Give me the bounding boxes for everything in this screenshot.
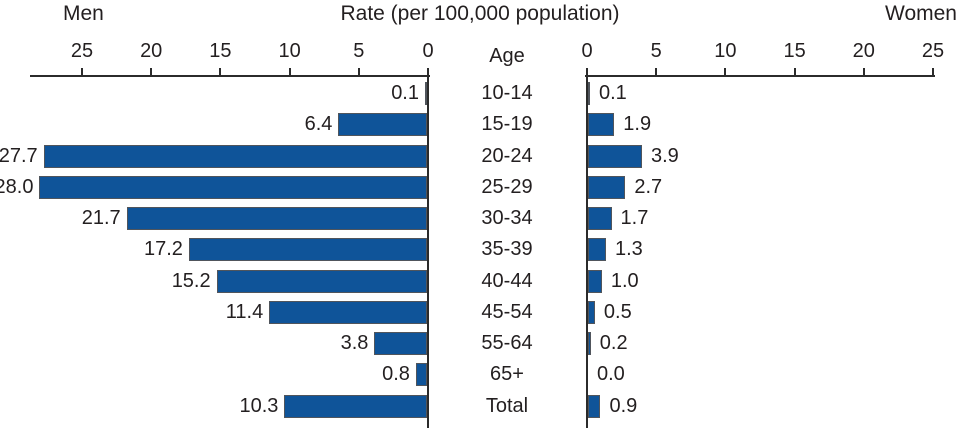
women-value-label: 0.1 <box>599 82 627 104</box>
men-axis-tick-label: 20 <box>140 40 163 62</box>
women-bar <box>588 332 591 355</box>
age-label: 35-39 <box>481 238 533 261</box>
men-axis-tick-label: 0 <box>422 40 434 62</box>
women-axis-tick-label: 0 <box>581 40 593 62</box>
men-value-label: 0.8 <box>382 363 410 386</box>
men-axis-tick <box>427 68 429 75</box>
men-bar <box>374 332 427 355</box>
men-value-label: 21.7 <box>81 207 121 229</box>
women-value-label: 1.9 <box>623 113 652 136</box>
men-value-label: 28.0 <box>0 175 34 198</box>
men-value-label: 6.4 <box>304 113 333 136</box>
women-value-label: 0.5 <box>603 300 632 323</box>
women-value-label: 0.0 <box>597 363 625 386</box>
women-bar <box>588 144 642 168</box>
women-axis-tick <box>586 68 588 75</box>
age-label: Total <box>485 394 529 417</box>
women-value-label: 3.9 <box>650 144 679 167</box>
men-axis-tick-label: 15 <box>209 40 232 62</box>
men-bar <box>126 207 427 230</box>
women-bar <box>588 175 626 199</box>
men-axis-tick <box>288 68 291 75</box>
age-label: 20-24 <box>481 144 533 167</box>
men-axis-tick <box>150 68 153 75</box>
men-value-label: 17.2 <box>144 238 183 261</box>
women-bar <box>588 394 601 418</box>
women-value-label: 0.9 <box>609 394 638 417</box>
women-bar <box>588 207 612 230</box>
men-value-label: 27.7 <box>0 144 38 167</box>
women-axis-tick <box>932 68 934 75</box>
women-zero-line <box>586 75 588 428</box>
men-bar <box>188 238 427 262</box>
women-value-label: 0.2 <box>599 332 628 354</box>
women-axis-tick-label: 20 <box>852 40 875 62</box>
men-bar <box>425 82 427 105</box>
men-series-label: Men <box>63 2 104 25</box>
men-bar <box>415 363 427 387</box>
men-value-label: 11.4 <box>225 300 264 323</box>
men-value-label: 15.2 <box>171 269 211 292</box>
men-bar <box>269 300 427 324</box>
age-label: 45-54 <box>481 300 533 323</box>
chart-title: Rate (per 100,000 population) <box>340 2 620 25</box>
women-value-label: 1.7 <box>620 207 649 229</box>
men-axis-tick-label: 25 <box>70 40 94 62</box>
women-axis-tick <box>724 68 727 75</box>
women-axis-tick-label: 5 <box>650 40 662 62</box>
men-zero-line <box>427 75 429 428</box>
women-bar <box>588 82 590 105</box>
women-value-label: 1.3 <box>614 238 643 261</box>
women-axis-tick-label: 25 <box>921 40 945 62</box>
women-value-label: 1.0 <box>610 269 639 292</box>
age-label: 40-44 <box>481 269 533 292</box>
age-label: 10-14 <box>481 82 533 104</box>
women-axis-tick-label: 15 <box>783 40 806 62</box>
women-axis-tick <box>862 68 865 75</box>
men-bar <box>284 394 427 418</box>
men-bar <box>216 269 427 293</box>
women-bar <box>588 269 602 293</box>
men-value-label: 0.1 <box>391 82 419 104</box>
men-axis-tick <box>81 68 83 75</box>
age-column-header: Age <box>489 45 525 67</box>
women-value-label: 2.7 <box>634 175 663 198</box>
women-axis-tick-label: 10 <box>714 40 737 62</box>
women-bar <box>588 300 595 324</box>
women-axis-tick <box>655 68 658 75</box>
women-axis-line <box>585 75 935 77</box>
men-bar <box>39 175 427 199</box>
women-series-label: Women <box>885 2 957 25</box>
men-axis-line <box>30 75 430 77</box>
age-label: 55-64 <box>481 332 533 354</box>
age-label: 25-29 <box>481 175 533 198</box>
men-axis-tick-label: 10 <box>278 40 301 62</box>
men-value-label: 3.8 <box>340 332 369 354</box>
men-bar <box>43 144 427 168</box>
age-label: 30-34 <box>481 207 533 229</box>
men-value-label: 10.3 <box>239 394 279 417</box>
women-bar <box>588 113 615 137</box>
men-axis-tick-label: 5 <box>353 40 365 62</box>
age-label: 65+ <box>490 363 524 386</box>
men-bar <box>338 113 427 137</box>
men-axis-tick <box>357 68 360 75</box>
age-label: 15-19 <box>481 113 533 136</box>
women-axis-tick <box>793 68 796 75</box>
women-bar <box>588 238 606 262</box>
men-axis-tick <box>219 68 222 75</box>
